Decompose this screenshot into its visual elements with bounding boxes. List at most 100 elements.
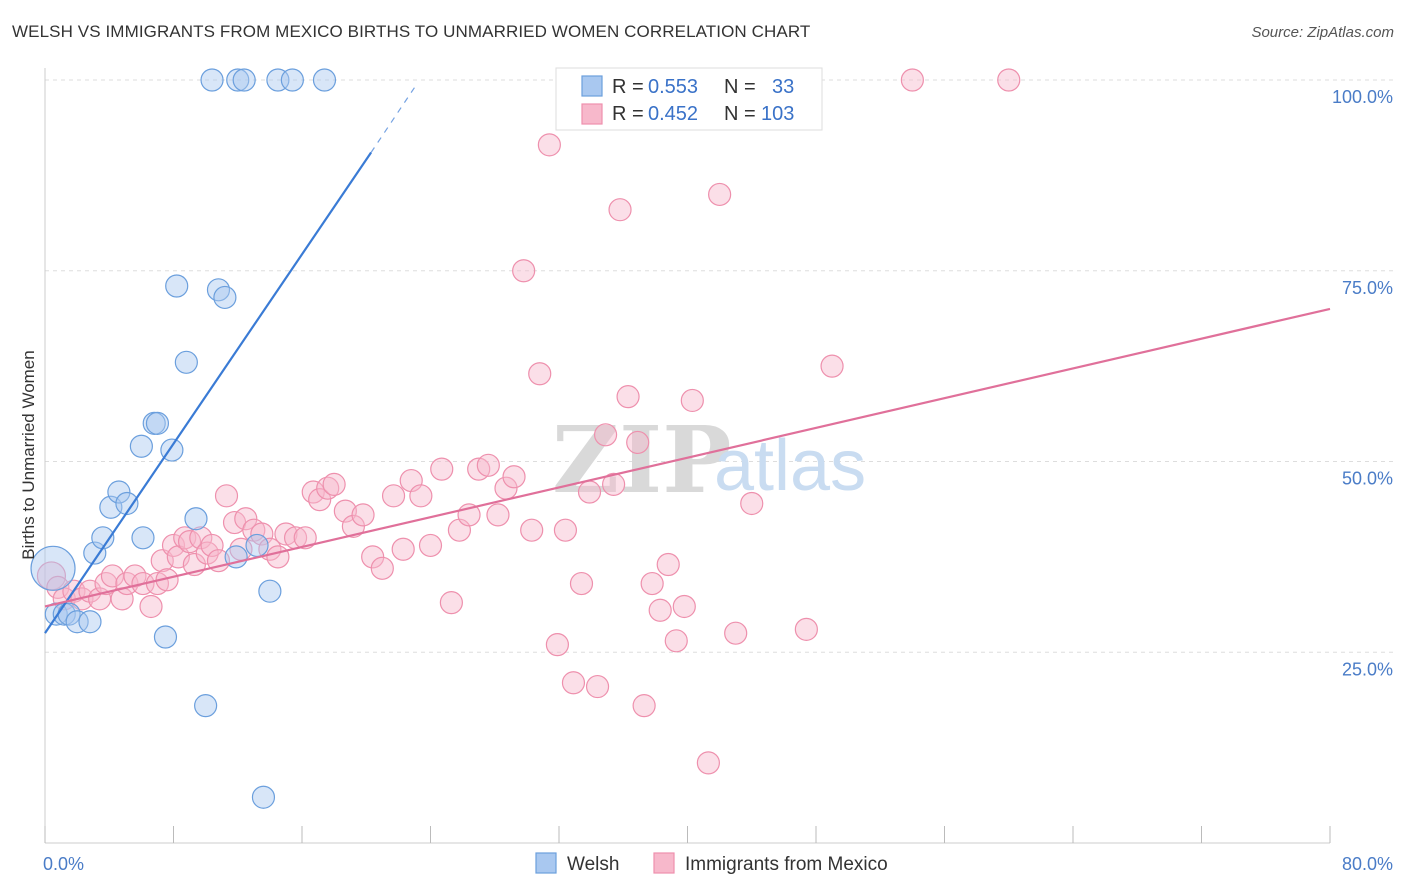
legend-swatch-welsh — [581, 75, 603, 97]
mexico-point — [381, 484, 406, 508]
legend-swatch-mexico — [581, 103, 603, 125]
welsh-point — [251, 785, 276, 809]
mexico-point — [467, 457, 491, 481]
mexico-point — [528, 362, 552, 386]
mexico-point — [502, 465, 526, 489]
mexico-point — [250, 522, 274, 546]
mexico-point — [794, 617, 818, 641]
y-tick-label: 100.0% — [1332, 87, 1393, 107]
welsh-points — [30, 68, 337, 809]
welsh-point — [83, 541, 107, 565]
mexico-point — [206, 549, 231, 573]
mexico-point — [626, 430, 650, 455]
legend-n-label-welsh: N = — [724, 76, 756, 98]
legend-n-label-mexico: N = — [724, 103, 756, 125]
welsh-point — [131, 526, 155, 550]
mexico-point — [234, 507, 258, 531]
mexico-point — [724, 621, 748, 645]
mexico-trend-line — [44, 307, 1331, 608]
watermark-zip: ZIP — [552, 406, 731, 514]
welsh-point — [165, 274, 189, 298]
welsh-point — [280, 68, 304, 92]
chart-source: Source: ZipAtlas.com — [1251, 24, 1394, 41]
mexico-point — [139, 594, 163, 619]
welsh-trend-line — [44, 151, 372, 634]
mexico-point — [608, 198, 632, 222]
mexico-point — [997, 68, 1021, 92]
stats-legend: R = 0.553 N = 33 R = 0.452 N = 103 — [555, 67, 823, 131]
x-tick-label: 80.0% — [1342, 854, 1393, 874]
mexico-point — [476, 453, 500, 477]
mexico-point — [486, 503, 510, 527]
mexico-point — [740, 491, 764, 516]
mexico-point — [632, 694, 656, 718]
legend-r-value-mexico: 0.452 — [648, 103, 698, 125]
mexico-points — [36, 68, 1021, 775]
series-legend: Welsh Immigrants from Mexico — [535, 852, 888, 875]
mexico-point — [672, 594, 696, 619]
welsh-point — [232, 68, 256, 92]
mexico-point — [648, 598, 672, 622]
mexico-point — [322, 472, 346, 496]
welsh-point — [115, 491, 139, 516]
mexico-point — [900, 68, 924, 92]
mexico-point — [293, 526, 317, 550]
welsh-point — [312, 68, 337, 92]
mexico-point — [664, 629, 688, 653]
welsh-point — [184, 507, 208, 531]
mexico-point — [577, 480, 602, 504]
mexico-point — [561, 671, 586, 695]
welsh-point — [194, 694, 218, 718]
bottom-legend-label-welsh: Welsh — [567, 854, 619, 875]
welsh-point — [226, 68, 250, 92]
y-tick-label: 50.0% — [1342, 469, 1393, 489]
mexico-point — [708, 182, 732, 207]
mexico-point — [820, 354, 844, 378]
welsh-point — [245, 533, 269, 558]
bottom-legend-swatch-mexico — [653, 852, 675, 874]
y-axis-label: Births to Unmarried Women — [19, 350, 38, 559]
bottom-legend-swatch-welsh — [535, 852, 557, 874]
mexico-point — [274, 522, 298, 546]
mexico-point — [333, 499, 357, 523]
welsh-point — [213, 285, 237, 310]
welsh-point — [129, 434, 153, 458]
mexico-point — [593, 423, 618, 447]
mexico-point — [409, 484, 433, 508]
mexico-point — [680, 388, 704, 413]
welsh-point — [145, 411, 170, 435]
mexico-point — [520, 518, 544, 542]
mexico-point — [94, 571, 118, 596]
mexico-point — [545, 633, 569, 657]
welsh-point — [174, 350, 198, 374]
y-tick-label: 25.0% — [1342, 659, 1393, 679]
gridlines — [45, 79, 1395, 653]
mexico-point — [616, 385, 640, 409]
tick-labels: 25.0% 50.0% 75.0% 100.0% 0.0% 80.0% — [43, 87, 1393, 874]
welsh-point — [107, 480, 131, 504]
legend-n-value-welsh: 33 — [772, 76, 794, 98]
welsh-point — [78, 610, 102, 634]
y-tick-label: 75.0% — [1342, 278, 1393, 298]
mexico-point — [569, 571, 594, 596]
mexico-point — [585, 674, 610, 699]
mexico-point — [189, 526, 213, 550]
trend-lines — [44, 87, 1331, 634]
mexico-point — [370, 556, 394, 580]
axes — [44, 68, 1331, 844]
mexico-point — [308, 488, 332, 512]
mexico-point — [640, 571, 664, 596]
mexico-point — [602, 472, 626, 496]
bottom-legend-label-mexico: Immigrants from Mexico — [685, 854, 888, 875]
legend-r-value-welsh: 0.553 — [648, 76, 698, 98]
mexico-point — [656, 552, 680, 577]
mexico-point — [266, 545, 290, 569]
watermark: ZIP atlas — [552, 406, 866, 514]
mexico-point — [418, 533, 443, 558]
welsh-point — [65, 610, 89, 634]
mexico-point — [430, 457, 454, 481]
mexico-point — [200, 533, 224, 558]
chart-title: WELSH VS IMMIGRANTS FROM MEXICO BIRTHS T… — [12, 22, 811, 41]
mexico-point — [696, 751, 720, 775]
